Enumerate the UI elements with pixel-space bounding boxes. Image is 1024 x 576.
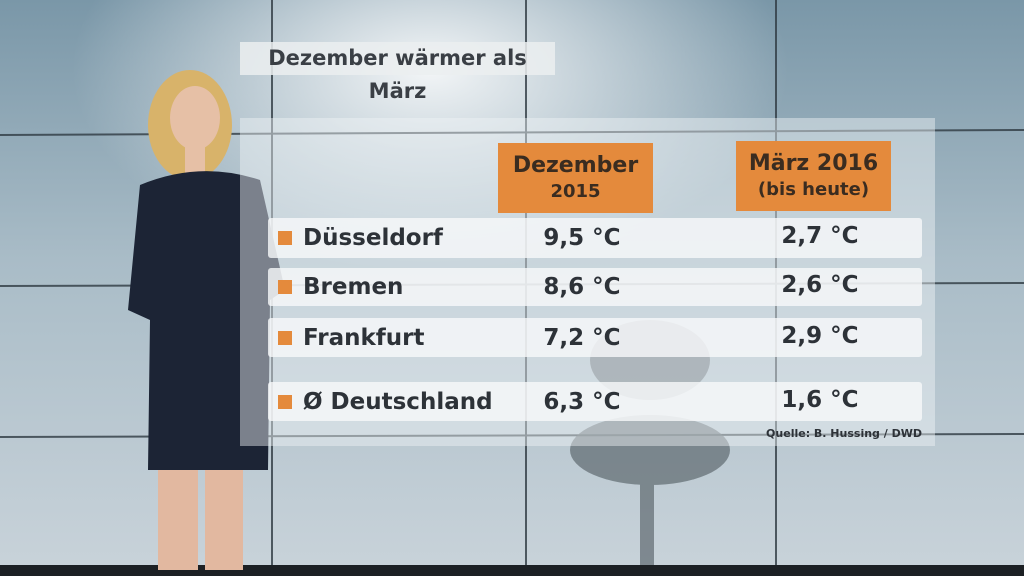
cell-value: 2,7 °C	[781, 223, 859, 249]
column-header: März 2016 (bis heute)	[736, 141, 891, 211]
table-row	[268, 318, 922, 357]
column-header: Dezember 2015	[498, 143, 653, 213]
row-marker	[278, 231, 292, 245]
row-label: Ø Deutschland	[303, 388, 493, 415]
table-row	[268, 268, 922, 306]
row-label: Düsseldorf	[303, 225, 443, 251]
cell-value: 2,6 °C	[781, 272, 859, 298]
row-label: Bremen	[303, 274, 404, 300]
row-marker	[278, 330, 292, 345]
cell-value: 2,9 °C	[781, 322, 859, 349]
title: Dezember wärmer als März	[240, 42, 555, 103]
row-label: Frankfurt	[303, 324, 425, 351]
cell-value: 8,6 °C	[543, 274, 621, 300]
cell-value: 7,2 °C	[543, 324, 621, 351]
table-row	[268, 382, 922, 421]
header-line: Dezember	[512, 153, 639, 178]
row-marker	[278, 394, 292, 409]
source: Quelle: B. Hussing / DWD	[766, 427, 922, 440]
header-line: März 2016	[748, 151, 879, 176]
cell-value: 1,6 °C	[781, 386, 859, 413]
table-row	[268, 218, 922, 258]
row-marker	[278, 280, 292, 294]
header-line: 2015	[550, 181, 601, 202]
cell-value: 9,5 °C	[543, 225, 621, 251]
header-line: (bis heute)	[757, 179, 870, 200]
cell-value: 6,3 °C	[543, 388, 621, 415]
presenter	[128, 70, 285, 570]
